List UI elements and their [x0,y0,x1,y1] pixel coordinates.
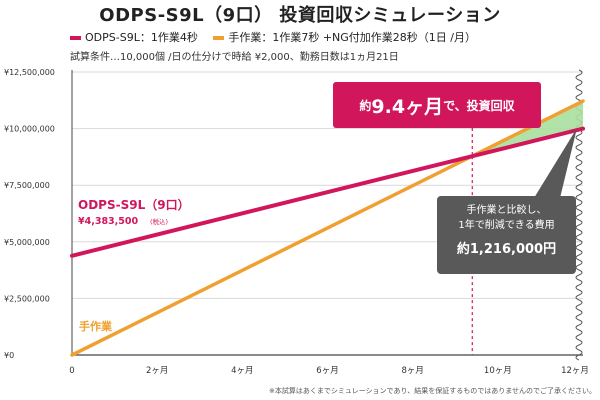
series-line-odps [70,126,585,258]
disclaimer-footnote: ※本試算はあくまでシミュレーションであり、結果を保証するものではありませんのでご… [268,387,596,395]
legend-label-odps: ODPS-S9L：1作業4秒 [85,31,198,44]
legend-label-manual: 手作業：1作業7秒 +NG付加作業28秒（1日 /月） [228,31,476,44]
y-tick-label: ¥10,000,000 [4,125,55,134]
y-tick-label: ¥7,500,000 [4,181,50,190]
y-tick-label: ¥12,500,000 [4,68,55,77]
series-label-odps-price: ¥4,383,500 [78,216,138,227]
legend-swatch-odps [70,36,81,40]
savings-callout: 手作業と比較し、 1年で削減できる費用 約1,216,000円 [437,196,576,274]
payback-suffix: で、投資回収 [443,98,515,113]
series-line-manual [70,99,585,357]
payback-prefix: 約 [359,98,372,113]
y-tick-label: ¥2,500,000 [4,294,50,303]
x-tick-label: 2ヶ月 [146,366,168,376]
x-tick-label: 12ヶ月 [561,366,589,376]
x-tick-label: 6ヶ月 [316,366,338,376]
payback-months: 9.4ヶ月 [371,95,444,118]
x-tick-label: 10ヶ月 [484,366,512,376]
legend-swatch-manual [213,36,225,40]
savings-callout-pointer [534,128,577,198]
x-tick-label: 8ヶ月 [401,366,423,376]
series-label-manual: 手作業 [79,319,113,333]
savings-amount: 約1,216,000円 [456,242,557,257]
series-label-odps: ODPS-S9L（9口） [78,197,190,212]
payback-callout: 約 9.4ヶ月 で、投資回収 [333,82,541,128]
y-tick-label: ¥0 [4,351,14,360]
x-tick-label: 0 [69,366,74,376]
legend-item-manual: 手作業：1作業7秒 +NG付加作業28秒（1日 /月） [213,29,476,45]
y-tick-label: ¥5,000,000 [4,238,50,247]
page-title: ODPS-S9L（9口） 投資回収シミュレーション [99,5,501,26]
series-label-odps-tax: (税込) [150,217,168,226]
savings-line1: 手作業と比較し、 [466,205,547,216]
calculation-conditions: 試算条件…10,000個 /日の仕分けで時給 ¥2,000、勤務日数は1ヵ月21… [70,52,399,63]
legend-item-odps: ODPS-S9L：1作業4秒 [70,29,198,45]
savings-line2: 1年で削減できる費用 [458,220,555,231]
chart-legend: ODPS-S9L：1作業4秒 手作業：1作業7秒 +NG付加作業28秒（1日 /… [70,29,488,45]
x-tick-label: 4ヶ月 [231,366,253,376]
